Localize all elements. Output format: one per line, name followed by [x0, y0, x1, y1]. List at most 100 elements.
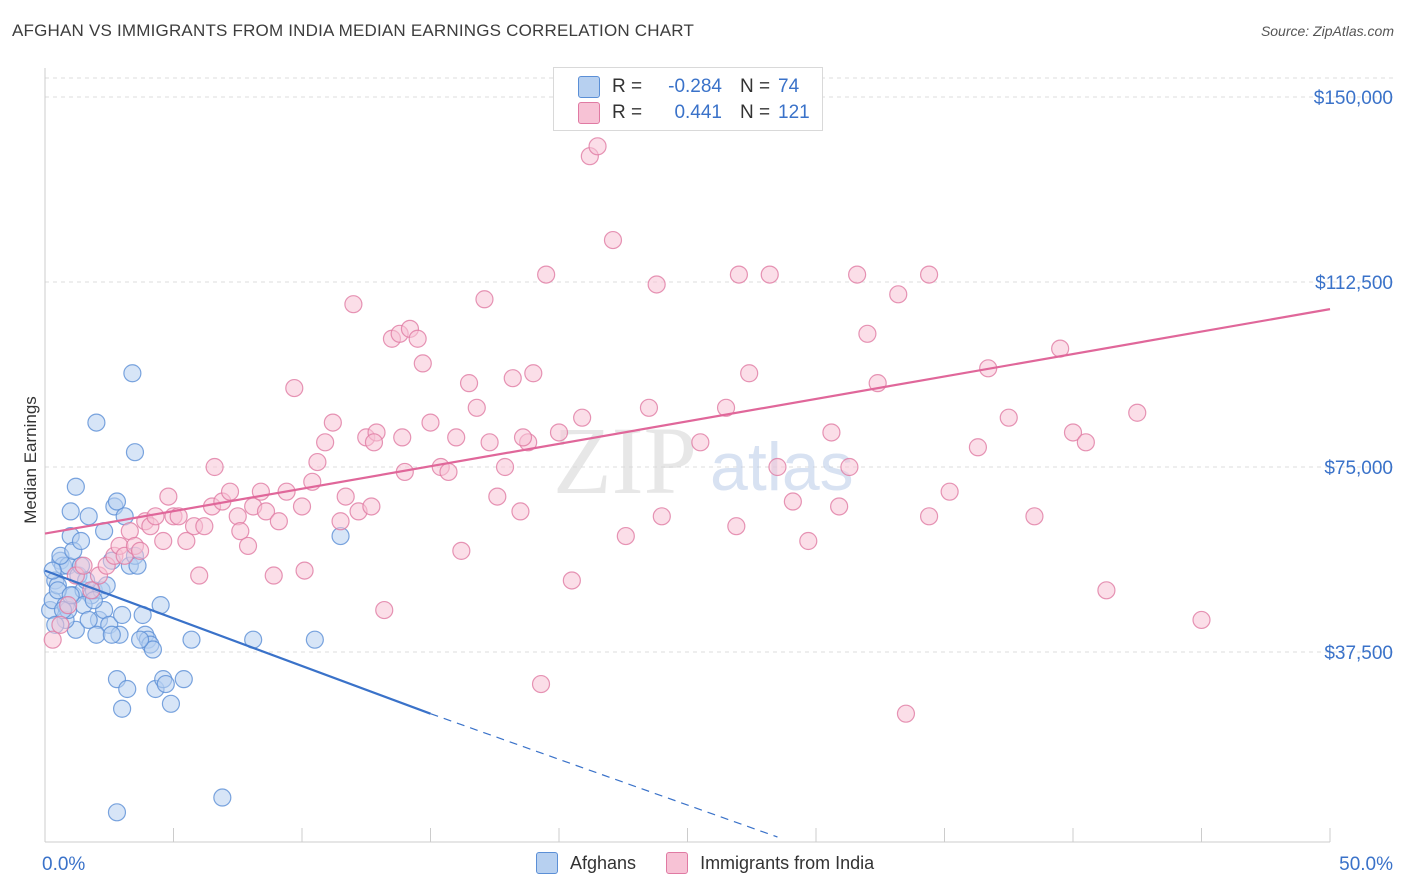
afghans-trend-extension: [430, 713, 778, 838]
afghans-legend-swatch: [536, 852, 558, 874]
india-point: [740, 364, 759, 383]
india-point: [603, 230, 623, 250]
legend-item-afghans[interactable]: Afghans: [536, 852, 636, 874]
india-point: [840, 457, 859, 477]
india-point: [177, 531, 196, 551]
india-point: [588, 137, 607, 156]
india-swatch: [578, 102, 600, 124]
india-point: [1192, 610, 1211, 630]
india-point: [452, 541, 471, 560]
india-point: [999, 408, 1018, 427]
india-point: [344, 295, 363, 314]
india-point: [393, 428, 412, 447]
india-point: [691, 433, 710, 452]
india-point: [783, 492, 802, 511]
india-point: [1025, 507, 1044, 526]
afghans-point: [87, 413, 106, 432]
india-point: [285, 378, 304, 398]
india-point: [375, 600, 394, 620]
india-point: [799, 531, 818, 551]
india-point: [639, 398, 659, 417]
india-point: [51, 615, 70, 634]
india-point: [323, 413, 342, 432]
y-tick-label: $37,500: [1324, 643, 1393, 664]
india-point: [513, 428, 533, 447]
series-legend: Afghans Immigrants from India: [536, 852, 904, 874]
india-point: [467, 398, 486, 417]
india-point: [488, 487, 507, 506]
stats-row-afghans: R = -0.284 N = 74: [578, 75, 818, 99]
legend-label-india: Immigrants from India: [700, 852, 875, 873]
india-point: [647, 275, 666, 294]
india-point: [1128, 403, 1147, 422]
india-point: [447, 428, 466, 447]
afghans-point: [130, 630, 150, 649]
afghans-point: [71, 531, 91, 551]
india-point: [1097, 581, 1116, 600]
x-tick-label-end: 50.0%: [1339, 854, 1393, 875]
india-point: [308, 452, 327, 472]
india-point: [480, 433, 499, 452]
y-axis-label: Median Earnings: [21, 396, 40, 524]
legend-item-india[interactable]: Immigrants from India: [666, 852, 874, 874]
india-point: [968, 438, 988, 457]
n-value: 121: [778, 102, 810, 123]
india-point: [531, 674, 551, 694]
india-point: [269, 512, 288, 531]
trend-layer: [44, 308, 1331, 838]
india-point: [830, 497, 849, 516]
afghans-point: [143, 640, 163, 659]
india-point: [716, 398, 736, 417]
india-point: [220, 482, 240, 501]
india-point: [889, 285, 908, 304]
india-point: [495, 457, 515, 477]
india-point: [1076, 433, 1095, 452]
afghans-point: [305, 630, 324, 649]
india-point: [616, 526, 635, 546]
india-point: [421, 413, 440, 432]
india-point: [549, 423, 569, 442]
india-point: [231, 522, 250, 541]
india-point: [439, 462, 458, 482]
n-label: N =: [740, 102, 771, 123]
india-point: [316, 433, 335, 452]
afghans-point: [112, 699, 132, 718]
india-point: [238, 536, 258, 556]
afghans-point: [156, 674, 175, 694]
india-point: [573, 408, 592, 427]
r-value: 0.441: [674, 102, 722, 123]
india-point: [256, 502, 276, 521]
india-point: [195, 517, 214, 536]
india-point: [822, 423, 841, 442]
india-point: [413, 354, 432, 373]
india-point: [331, 512, 350, 531]
afghans-point: [182, 630, 201, 649]
afghans-point: [112, 605, 132, 625]
india-point: [858, 324, 877, 343]
india-point: [130, 541, 150, 560]
india-trend-line: [44, 308, 1331, 535]
afghans-point: [161, 694, 181, 713]
india-point: [940, 482, 959, 501]
watermark-layer: ZIP atlas: [553, 407, 854, 514]
india-point: [292, 497, 312, 516]
afghans-point: [118, 679, 137, 699]
india-point: [503, 369, 522, 388]
india-point: [408, 329, 427, 348]
india-point: [768, 457, 787, 477]
india-point: [154, 531, 173, 551]
india-point: [74, 556, 93, 575]
india-point: [362, 497, 381, 516]
stats-legend: R = -0.284 N = 74 R = 0.441 N = 121: [553, 67, 823, 131]
axis-layer: [44, 68, 1331, 843]
chart-title: AFGHAN VS IMMIGRANTS FROM INDIA MEDIAN E…: [12, 21, 695, 40]
india-point: [59, 596, 78, 615]
india-point: [364, 433, 384, 452]
source-label: Source: ZipAtlas.com: [1260, 23, 1394, 39]
y-tick-label: $75,000: [1324, 458, 1393, 479]
afghans-point: [79, 507, 98, 526]
india-point: [459, 374, 479, 393]
x-tick-label-start: 0.0%: [42, 854, 85, 875]
legend-label-afghans: Afghans: [570, 852, 637, 873]
